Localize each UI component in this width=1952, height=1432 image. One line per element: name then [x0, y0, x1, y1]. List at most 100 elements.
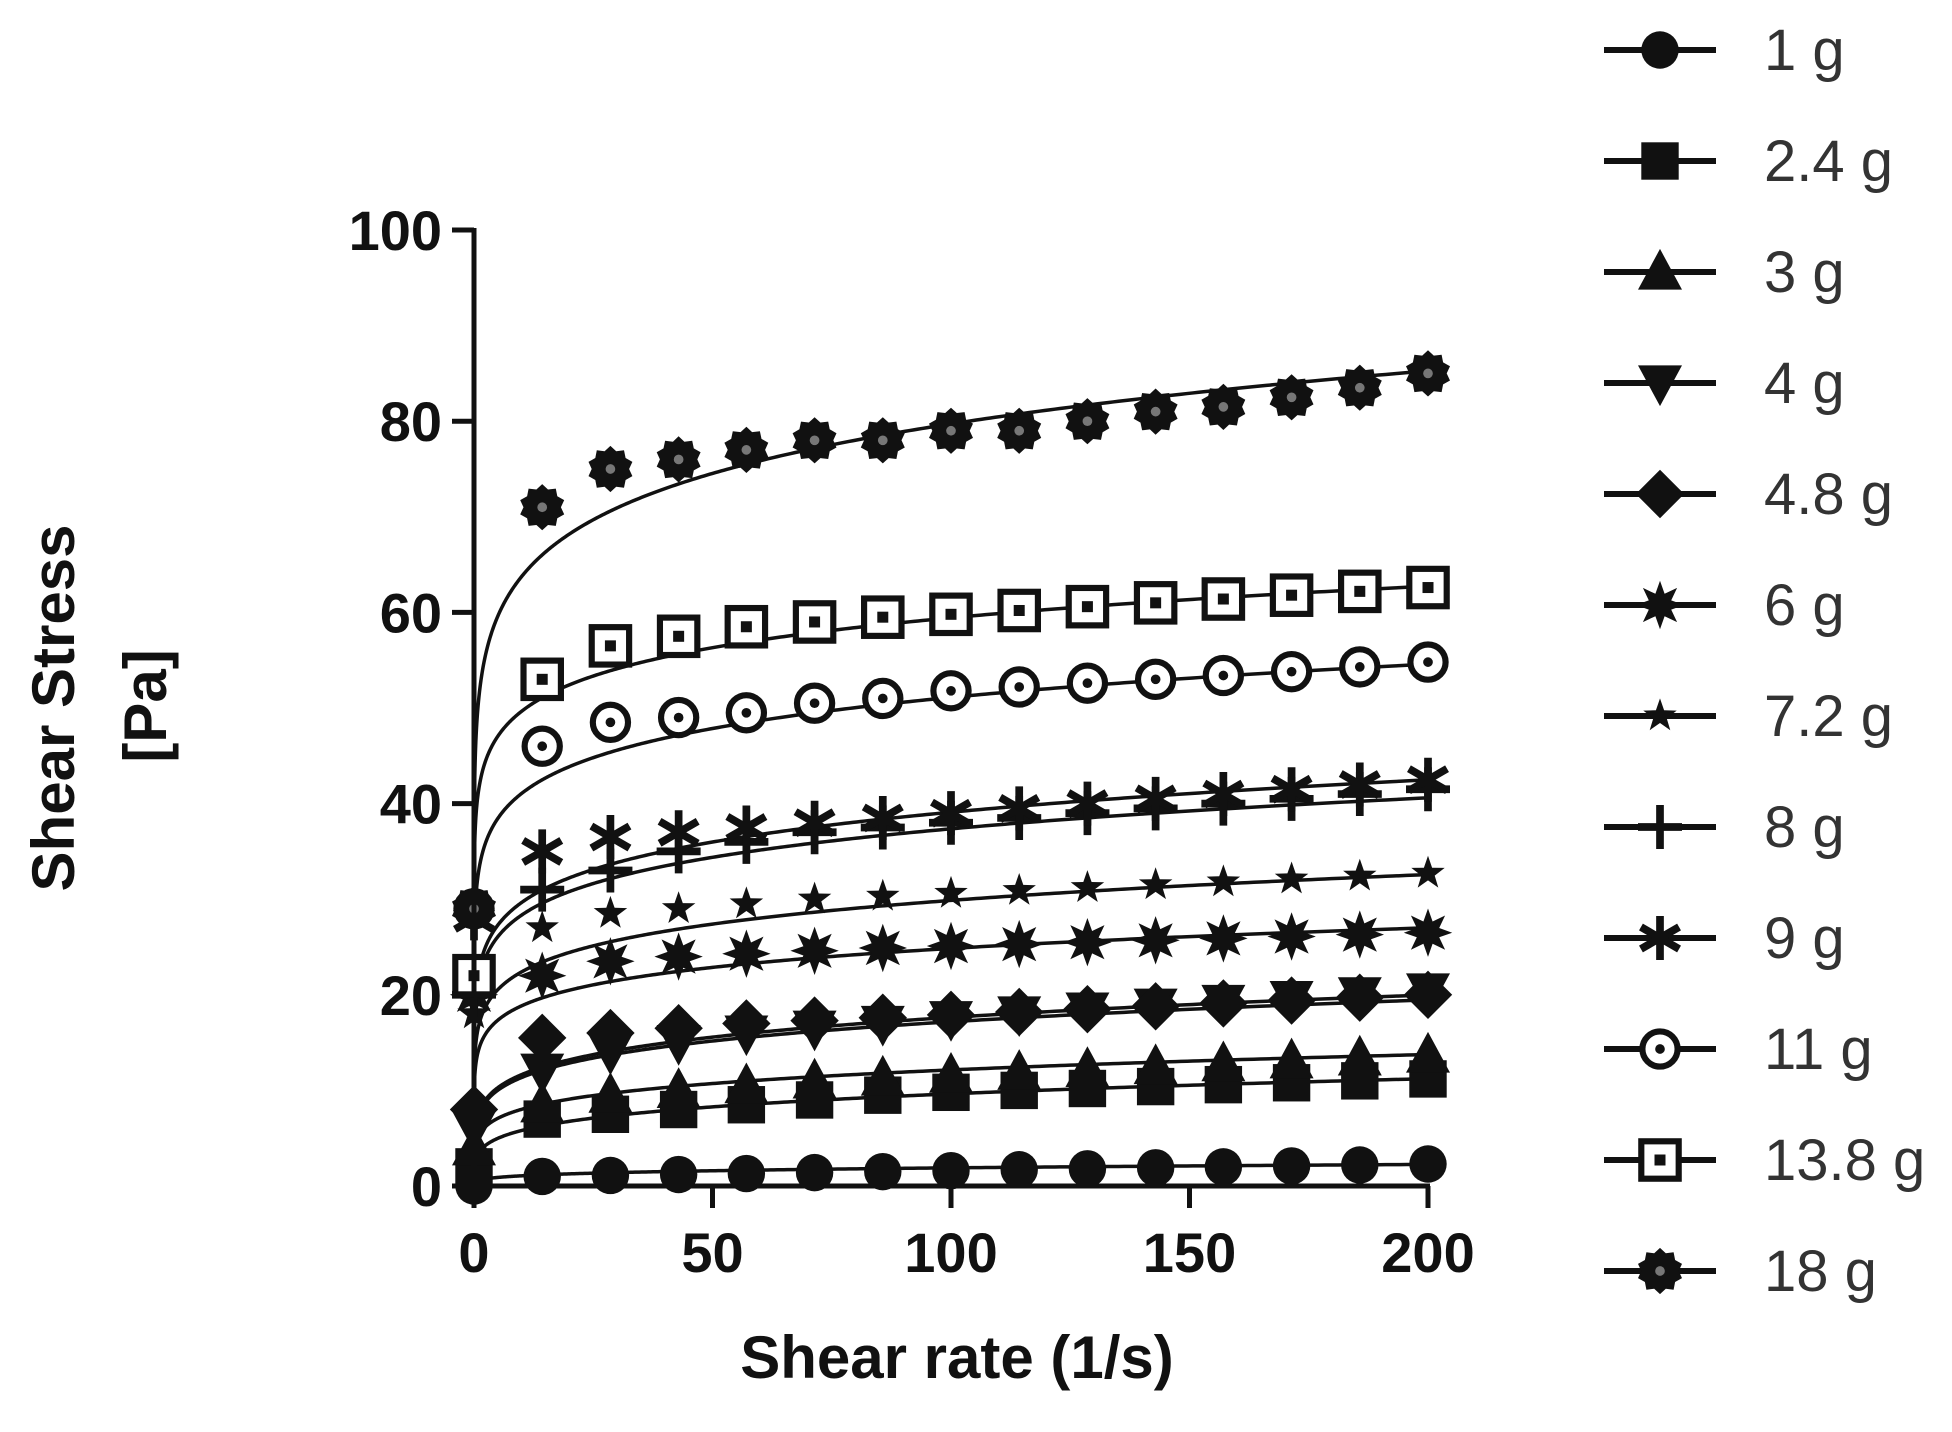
data-point — [1199, 979, 1248, 1028]
data-point — [858, 993, 907, 1042]
data-point — [1204, 1148, 1243, 1186]
legend-marker — [1638, 365, 1682, 407]
legend-entry-8g: 8 g — [1604, 795, 1845, 860]
data-point — [523, 1157, 561, 1196]
data-point — [1202, 654, 1245, 697]
data-point — [861, 795, 904, 840]
data-point — [1201, 383, 1246, 430]
data-point — [1335, 910, 1384, 959]
data-point — [1066, 662, 1109, 704]
legend-entry-4-8g: 4.8 g — [1604, 462, 1893, 527]
data-point — [1136, 1149, 1175, 1187]
data-point — [654, 932, 703, 981]
data-point — [998, 786, 1041, 831]
data-point — [1202, 772, 1245, 817]
data-point — [930, 670, 972, 712]
data-point — [1267, 976, 1316, 1025]
data-point — [520, 1081, 565, 1123]
data-point — [656, 614, 701, 659]
legend-label: 2.4 g — [1764, 129, 1893, 194]
data-point — [589, 815, 632, 860]
data-point — [591, 1156, 630, 1195]
data-point — [1199, 914, 1248, 963]
data-point — [657, 696, 700, 739]
legend-marker — [1638, 805, 1682, 849]
axes: 0 20 40 60 80 100 0 50 100 150 200 — [349, 199, 1475, 1284]
data-point — [722, 929, 771, 978]
data-point — [797, 881, 832, 914]
data-point — [930, 791, 972, 836]
data-point — [1339, 646, 1381, 688]
data-point — [722, 999, 771, 1048]
data-point — [521, 725, 563, 767]
data-point — [520, 657, 564, 702]
data-point — [932, 1152, 970, 1190]
x-axis-title: Shear rate (1/s) — [740, 1324, 1174, 1391]
data-point — [998, 666, 1040, 708]
data-point — [995, 987, 1044, 1037]
data-point — [724, 426, 769, 473]
data-point — [521, 829, 564, 874]
data-point — [926, 990, 976, 1040]
data-point — [790, 926, 839, 975]
data-point — [656, 1067, 701, 1108]
data-point — [792, 600, 837, 644]
data-point — [997, 588, 1041, 633]
x-tick-label: 0 — [458, 1221, 489, 1284]
x-tick-label: 150 — [1143, 1221, 1236, 1284]
data-point — [1065, 398, 1110, 445]
data-point — [589, 701, 632, 744]
x-tick-label: 100 — [904, 1221, 997, 1284]
data-point — [661, 891, 696, 923]
legend-marker — [1639, 1028, 1681, 1070]
data-point — [929, 407, 973, 454]
data-point — [1406, 565, 1450, 610]
legend-label: 4.8 g — [1764, 462, 1893, 527]
data-point — [1131, 916, 1180, 965]
legend-label: 1 g — [1764, 18, 1845, 83]
data-point — [1406, 350, 1450, 397]
data-point — [792, 417, 837, 464]
legend-entry-9g: 9 g — [1604, 906, 1845, 971]
data-point — [1343, 858, 1377, 891]
data-point — [1002, 873, 1036, 905]
data-point — [654, 1004, 703, 1053]
data-point — [1407, 757, 1449, 802]
data-point — [1335, 973, 1384, 1022]
data-point — [1133, 581, 1178, 625]
data-point — [1063, 918, 1112, 967]
data-point — [1403, 970, 1453, 1019]
data-point — [1269, 1037, 1314, 1079]
data-point — [1066, 781, 1109, 826]
y-axis-title-line-1: Shear Stress — [20, 525, 87, 892]
legend-entry-7-2g: 7.2 g — [1604, 684, 1893, 749]
legend-entry-11g: 11 g — [1604, 1017, 1873, 1082]
data-point — [520, 484, 565, 531]
data-point — [997, 407, 1042, 454]
data-point — [1411, 855, 1445, 888]
legend: 1 g 2.4 g 3 g 4 g 4.8 g 6 g 7.2 g 8 g 9 g 11 g 13.… — [1604, 18, 1925, 1304]
data-point — [995, 919, 1044, 969]
legend-entry-2-4g: 2.4 g — [1604, 129, 1893, 194]
data-point — [1133, 388, 1178, 435]
data-point — [1269, 573, 1314, 617]
data-point — [1403, 908, 1453, 957]
data-point — [1206, 864, 1241, 897]
data-point — [1134, 658, 1177, 701]
data-point — [520, 1053, 565, 1095]
legend-entry-6g: 6 g — [1604, 573, 1845, 638]
data-point — [1138, 867, 1173, 900]
legend-entry-18g: 18 g — [1604, 1239, 1877, 1304]
legend-entry-3g: 3 g — [1604, 240, 1845, 305]
data-point — [518, 951, 567, 1000]
legend-marker — [1641, 31, 1679, 69]
data-point — [860, 417, 905, 464]
data-point — [929, 1052, 973, 1093]
data-point — [729, 886, 764, 919]
legend-label: 7.2 g — [1764, 684, 1893, 749]
data-point — [861, 595, 905, 639]
data-point — [1337, 1034, 1382, 1076]
series-3g — [452, 1031, 1450, 1166]
data-point — [860, 1054, 905, 1096]
data-point — [1409, 1145, 1447, 1183]
